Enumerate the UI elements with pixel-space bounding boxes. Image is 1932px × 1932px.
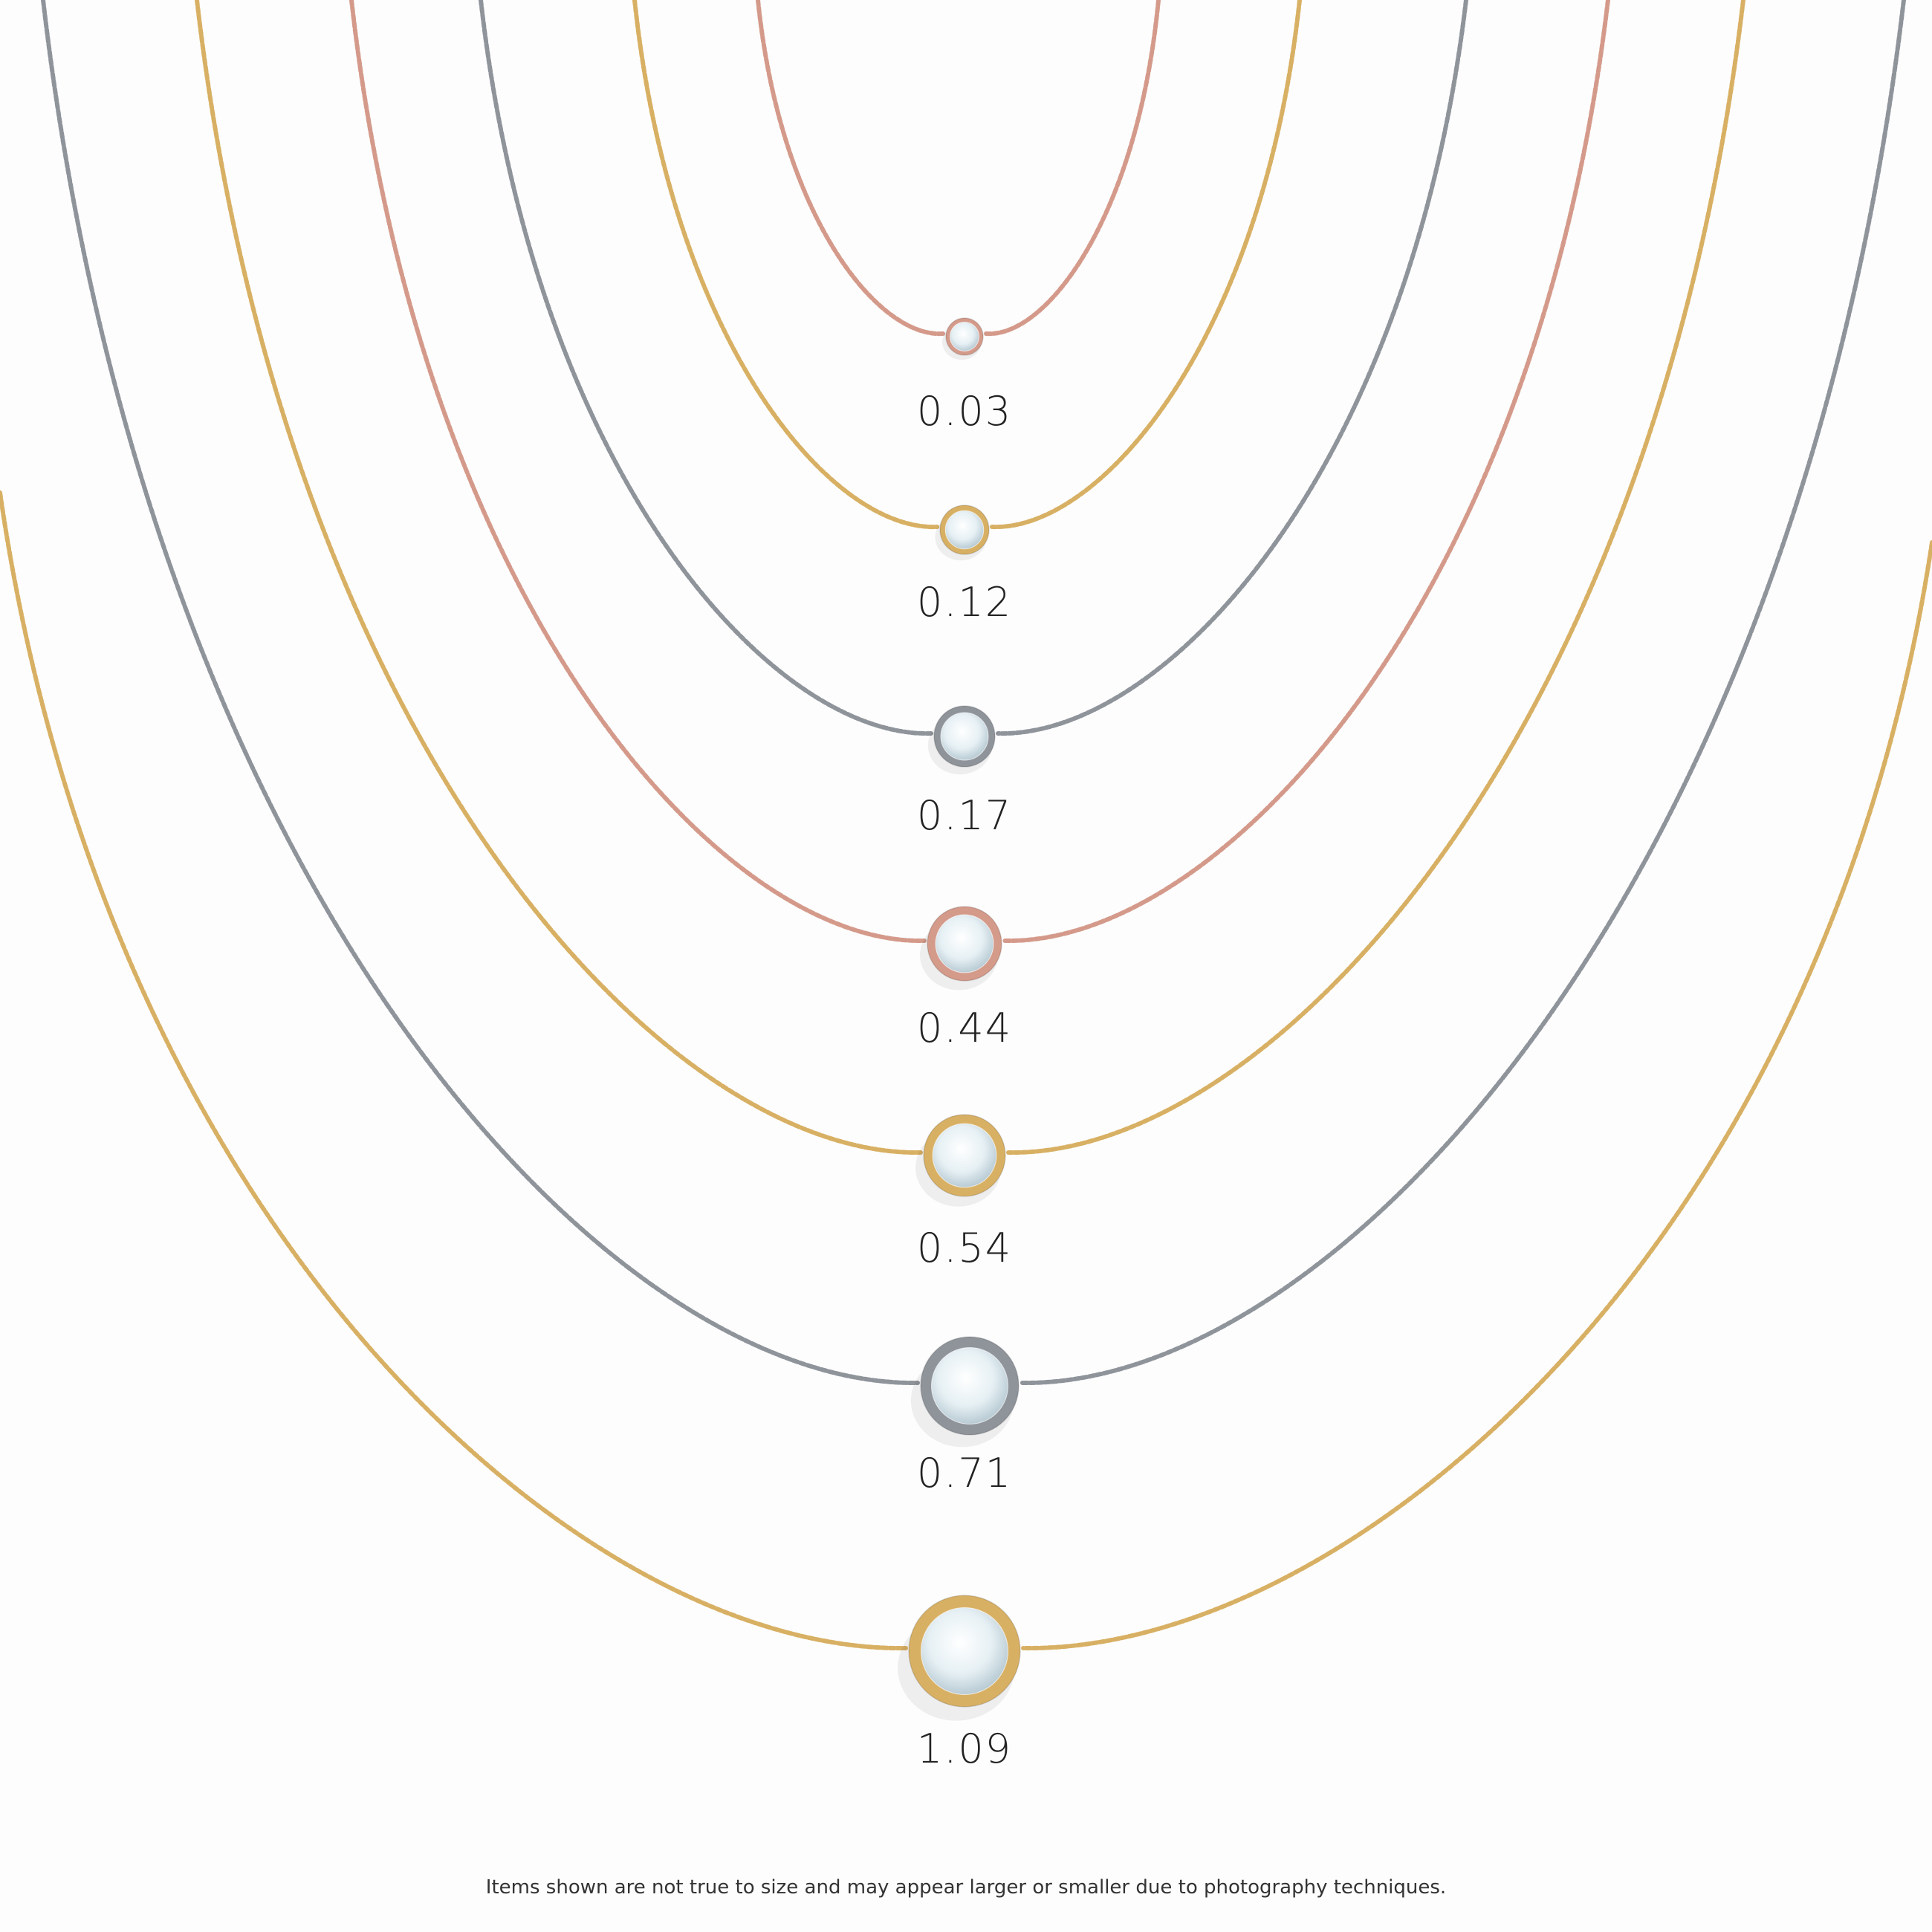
chain-right [984,0,1161,337]
chain-left-core [196,0,921,1154]
diamond [921,1607,1008,1695]
carat-label-2: 0.12 [916,579,1013,626]
chain-right [1020,0,1906,1386]
carat-label-3: 0.17 [916,792,1013,839]
chain-left [195,0,923,1155]
necklace-7 [0,490,1932,1721]
chain-left [756,0,945,337]
necklace-6 [41,0,1906,1448]
chain-right-core [1004,0,1609,942]
chain-right-core [1021,0,1905,1384]
diamond [944,510,985,550]
diamond [940,712,989,761]
chain-right [1006,0,1745,1155]
necklace-3 [479,0,1468,775]
chain-right-core [985,0,1159,335]
chain-left-core [757,0,944,335]
carat-label-1: 0.03 [916,388,1013,435]
diamond [935,914,994,973]
carat-label-4: 0.44 [916,1005,1013,1051]
carat-label-6: 0.71 [916,1450,1013,1497]
chain-right-core [1022,542,1932,1650]
carat-label-7: 1.09 [916,1725,1013,1772]
diamond [932,1123,997,1188]
chain-left-core [480,0,932,735]
chain-left-core [42,0,918,1384]
chain-right [1021,540,1932,1651]
necklace-1 [756,0,1161,360]
diamond [950,322,979,351]
necklace-5 [195,0,1745,1207]
necklace-2 [632,0,1302,561]
chain-left [41,0,920,1386]
chain-right-core [1008,0,1744,1154]
necklace-4 [349,0,1610,991]
chain-left-core [634,0,938,528]
chain-left-core [0,492,907,1650]
disclaimer-text: Items shown are not true to size and may… [485,1876,1447,1899]
diamond [931,1347,1008,1424]
chain-right-core [991,0,1300,528]
chain-left-core [351,0,925,942]
carat-label-5: 0.54 [916,1225,1013,1271]
chain-right-core [997,0,1467,735]
chain-left [632,0,939,530]
